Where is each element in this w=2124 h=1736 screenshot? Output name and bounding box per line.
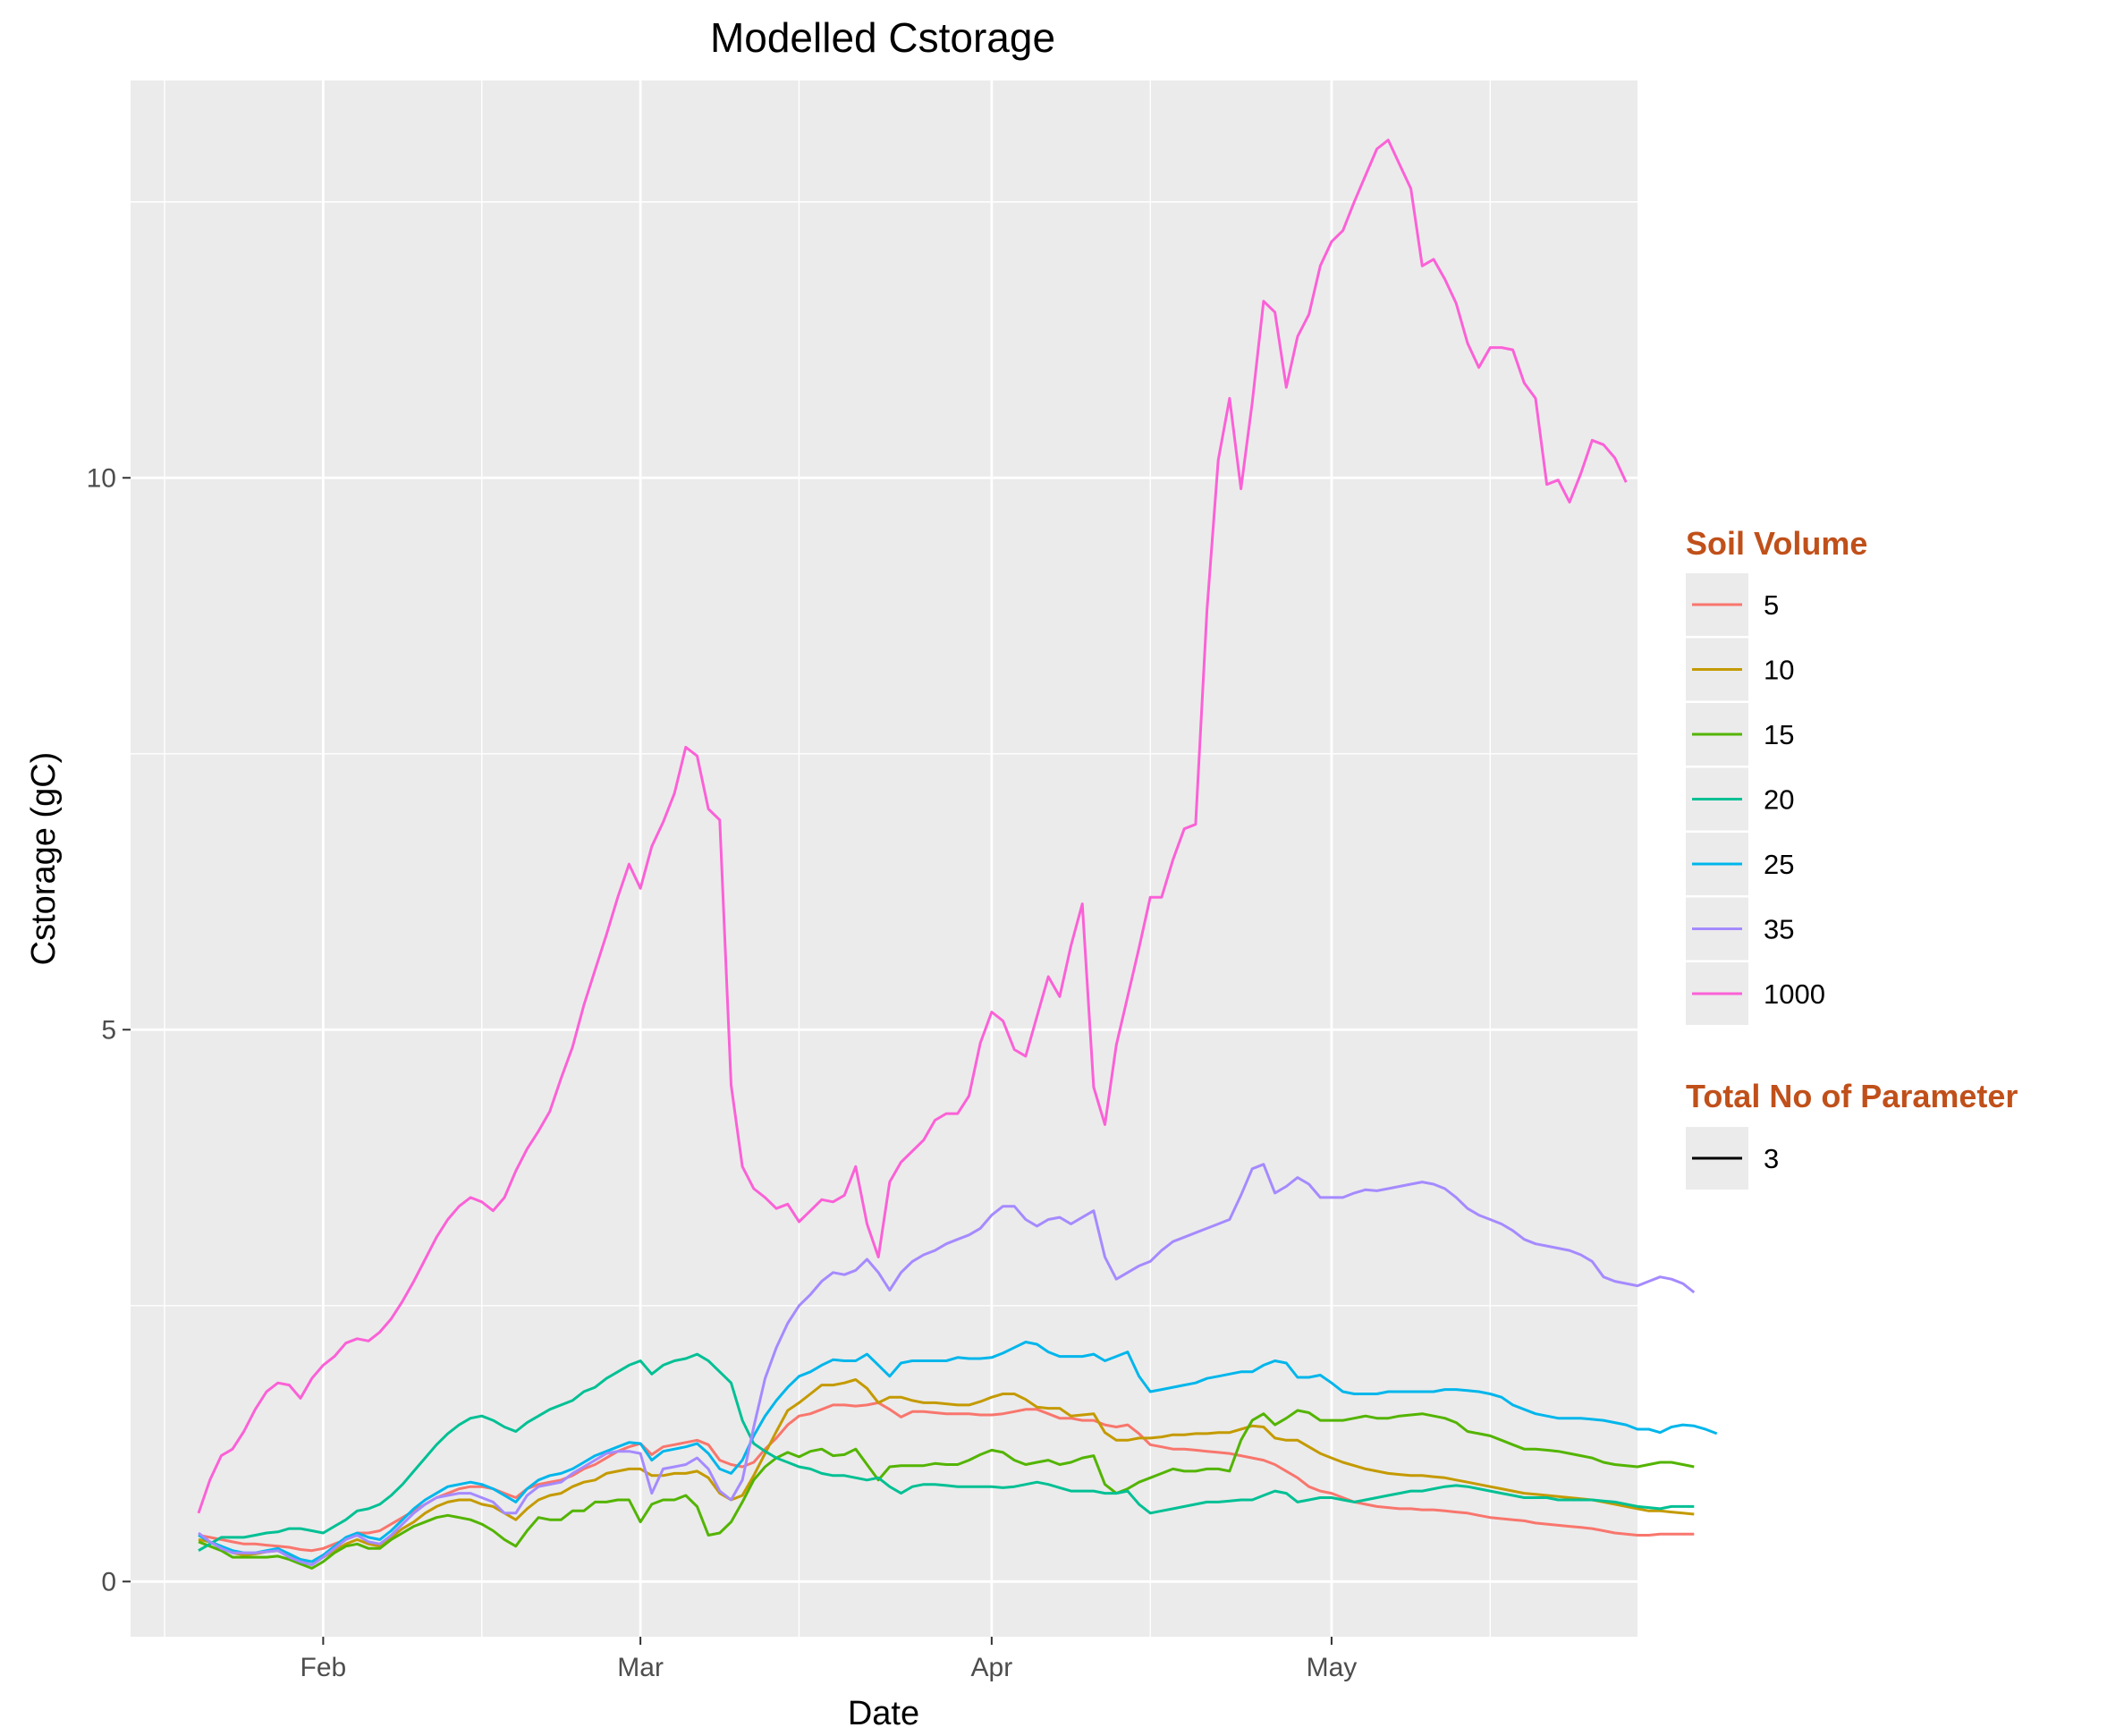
legend-entry: 5 — [1686, 573, 1779, 636]
legend-label: 1000 — [1764, 978, 1825, 1010]
legend-label: 10 — [1764, 655, 1794, 686]
legend-label: 25 — [1764, 849, 1794, 880]
y-axis-title: Cstorage (gC) — [25, 752, 63, 966]
x-axis-title: Date — [848, 1695, 919, 1732]
x-tick-label: Apr — [971, 1653, 1013, 1682]
legend-entry: 35 — [1686, 897, 1794, 961]
series-line-5 — [198, 1401, 1695, 1553]
legend-entries: 5 10 15 20 25 35 1000 — [1686, 573, 1825, 1025]
series-line-20 — [198, 1352, 1695, 1552]
legend-label: 15 — [1764, 719, 1794, 750]
x-tick-label: Mar — [617, 1653, 664, 1682]
chart-title: Modelled Cstorage — [710, 14, 1055, 61]
legend-entry: 3 — [1686, 1127, 1779, 1190]
minor-gridlines — [131, 80, 1637, 1637]
series-line-10 — [198, 1378, 1695, 1563]
plot-area — [131, 80, 1718, 1637]
legend-label: 35 — [1764, 914, 1794, 945]
legend-title: Soil Volume — [1686, 525, 1867, 562]
legend-entry: 1000 — [1686, 962, 1825, 1025]
series-line-1000 — [197, 139, 1628, 1514]
legend-entry: 15 — [1686, 703, 1794, 766]
plot-background — [131, 80, 1637, 1637]
x-tick-label: May — [1307, 1653, 1358, 1682]
y-tick-label: 5 — [101, 1015, 116, 1045]
major-gridlines — [131, 80, 1637, 1637]
legend-label: 3 — [1764, 1143, 1779, 1174]
legend-soil-volume: Soil Volume 5 10 15 20 25 35 1000 — [1686, 525, 1867, 1025]
y-tick-label: 0 — [101, 1567, 116, 1596]
series-line-15 — [198, 1409, 1695, 1570]
legend-title: Total No of Parameter — [1686, 1078, 2018, 1114]
legend-entry: 25 — [1686, 833, 1794, 895]
series-line-35 — [198, 1163, 1696, 1567]
legend-entry: 10 — [1686, 638, 1794, 701]
y-axis: 0 5 10 — [87, 463, 131, 1596]
series-line-25 — [198, 1341, 1718, 1563]
legend-label: 20 — [1764, 784, 1794, 816]
legend-label: 5 — [1764, 589, 1779, 621]
legend-total-parameter: Total No of Parameter 3 — [1686, 1078, 2018, 1190]
x-tick-label: Feb — [300, 1653, 347, 1682]
x-axis: Feb Mar Apr May — [300, 1637, 1358, 1682]
series-lines — [197, 139, 1718, 1570]
y-tick-label: 10 — [87, 463, 116, 493]
legend-entries: 3 — [1686, 1127, 1779, 1190]
legend-entry: 20 — [1686, 767, 1794, 831]
